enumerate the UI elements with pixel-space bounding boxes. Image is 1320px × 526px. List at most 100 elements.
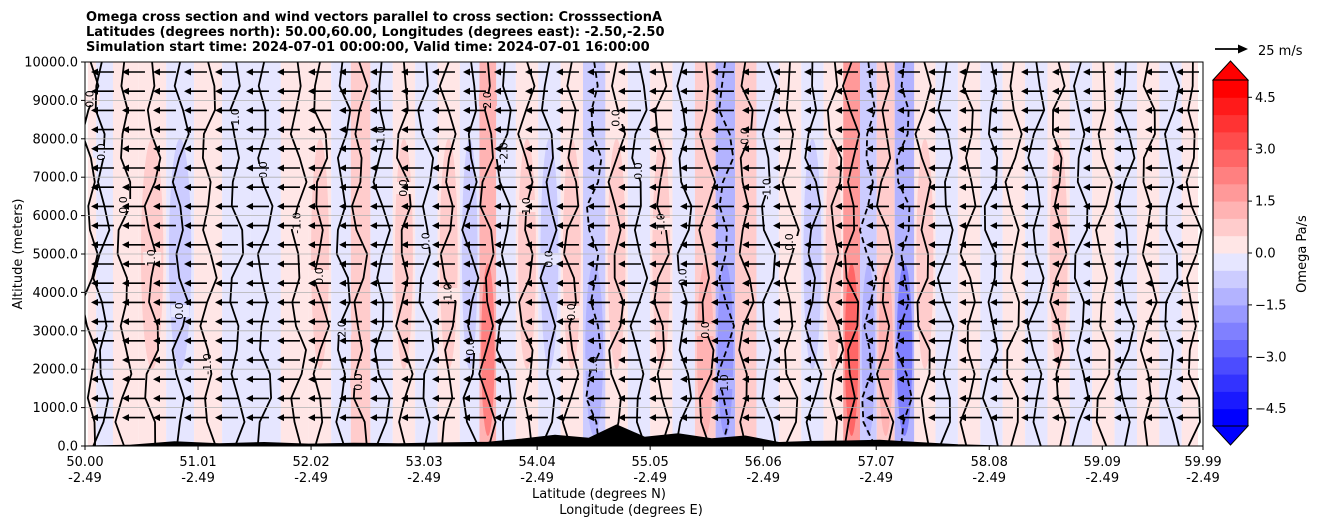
wind-vector [370, 318, 393, 326]
wind-arrow-head [277, 106, 284, 114]
wind-vector [897, 375, 920, 383]
wind-vector [339, 222, 362, 230]
wind-arrow-head [742, 260, 749, 268]
wind-vector [525, 241, 548, 249]
wind-arrow-head [835, 298, 842, 306]
wind-arrow-head [1145, 241, 1152, 249]
wind-vector [1052, 106, 1075, 114]
wind-vector [773, 202, 796, 210]
wind-arrow-head [525, 164, 532, 172]
wind-vector [308, 337, 331, 345]
wind-arrow-head [494, 298, 501, 306]
wind-arrow-head [370, 241, 377, 249]
wind-arrow-head [680, 183, 687, 191]
wind-arrow-head [618, 337, 625, 345]
wind-arrow-head [742, 241, 749, 249]
wind-arrow-head [1145, 375, 1152, 383]
wind-arrow-head [649, 337, 656, 345]
wind-arrow-head [401, 414, 408, 422]
wind-arrow-head [494, 202, 501, 210]
wind-arrow-head [277, 68, 284, 76]
wind-arrow-head [122, 126, 129, 134]
wind-vector [463, 337, 486, 345]
wind-arrow-head [680, 202, 687, 210]
contour-line [585, 62, 603, 446]
wind-arrow-head [1052, 279, 1059, 287]
wind-arrow-head [1176, 68, 1183, 76]
wind-arrow-head [587, 68, 594, 76]
wind-vector [618, 183, 641, 191]
wind-arrow-head [866, 145, 873, 153]
wind-arrow-head [370, 375, 377, 383]
wind-vector [649, 145, 672, 153]
wind-arrow-head [1021, 106, 1028, 114]
wind-arrow-head [153, 126, 160, 134]
wind-vector [556, 145, 579, 153]
wind-arrow-head [1145, 414, 1152, 422]
wind-vector [91, 202, 114, 210]
wind-arrow-head [1114, 164, 1121, 172]
wind-arrow-head [680, 394, 687, 402]
wind-arrow-head [122, 414, 129, 422]
wind-arrow-head [773, 126, 780, 134]
omega-core [585, 263, 604, 436]
wind-vector [804, 337, 827, 345]
wind-vector [308, 279, 331, 287]
wind-arrow-head [370, 318, 377, 326]
wind-arrow-head [215, 202, 222, 210]
wind-arrow-head [1052, 126, 1059, 134]
contour-label-bg [607, 112, 626, 124]
wind-vector [463, 414, 486, 422]
wind-arrow-head [556, 394, 563, 402]
wind-arrow-head [1114, 337, 1121, 345]
wind-vector [959, 318, 982, 326]
wind-vector [835, 279, 858, 287]
contour-label: -1.0 [442, 283, 455, 304]
wind-vector [494, 222, 517, 230]
wind-vector [711, 414, 734, 422]
wind-arrow-head [1083, 183, 1090, 191]
wind-arrow-head [401, 318, 408, 326]
wind-vector [370, 183, 393, 191]
wind-vector [1176, 414, 1199, 422]
wind-arrow-head [804, 164, 811, 172]
wind-vector [277, 375, 300, 383]
wind-arrow-head [928, 145, 935, 153]
wind-arrow-head [432, 241, 439, 249]
wind-vector [928, 222, 951, 230]
wind-vector [277, 87, 300, 95]
wind-arrow-head [246, 68, 253, 76]
wind-arrow-head [370, 222, 377, 230]
wind-vector [339, 183, 362, 191]
wind-vector [1083, 318, 1106, 326]
wind-arrow-head [618, 279, 625, 287]
colorbar-segment [1213, 114, 1248, 133]
wind-arrow-head [370, 106, 377, 114]
colorbar-segment [1213, 149, 1248, 167]
wind-arrow-head [742, 375, 749, 383]
colorbar-segment [1213, 356, 1248, 375]
wind-vector [1176, 394, 1199, 402]
wind-arrow-head [432, 375, 439, 383]
wind-arrow-head [897, 126, 904, 134]
wind-arrow-head [1021, 394, 1028, 402]
wind-vector [1021, 394, 1044, 402]
wind-arrow-head [1145, 202, 1152, 210]
wind-arrow-head [215, 318, 222, 326]
wind-vector [184, 298, 207, 306]
wind-vector [463, 394, 486, 402]
wind-vector [525, 222, 548, 230]
wind-vector [339, 202, 362, 210]
wind-vector [401, 202, 424, 210]
wind-vector [835, 202, 858, 210]
wind-arrow-head [215, 260, 222, 268]
omega-contours: 0.00.00.01.00.0-1.01.00.0-1.00.02.00.01.… [85, 62, 1203, 446]
wind-arrow-head [618, 414, 625, 422]
wind-arrow-head [959, 68, 966, 76]
wind-arrow-head [525, 298, 532, 306]
wind-arrow-head [339, 241, 346, 249]
wind-vector [990, 375, 1013, 383]
wind-arrow-head [215, 68, 222, 76]
wind-arrow-head [308, 145, 315, 153]
